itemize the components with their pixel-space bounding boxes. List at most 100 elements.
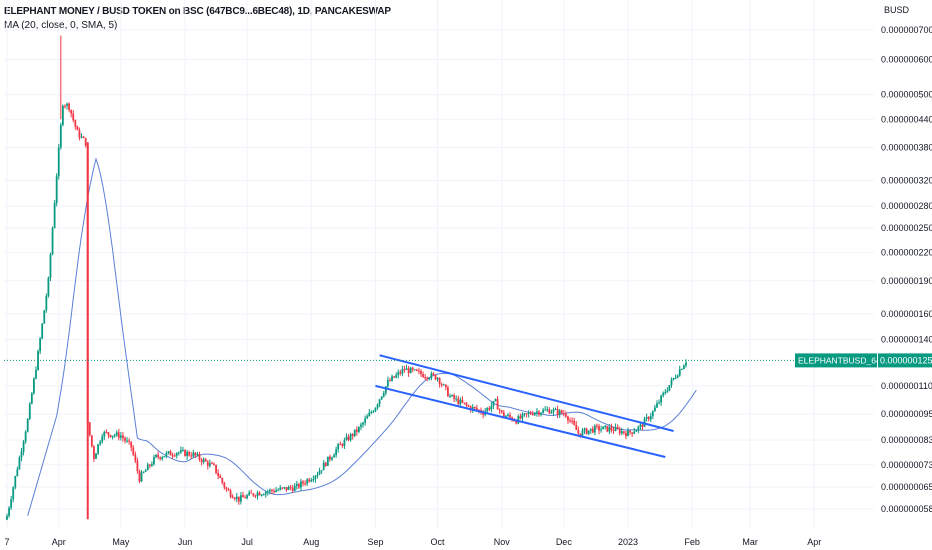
candle-body bbox=[571, 420, 574, 422]
candle-body bbox=[204, 459, 207, 462]
candle-body bbox=[326, 456, 329, 466]
candle-body bbox=[266, 491, 269, 493]
candle-body bbox=[577, 429, 580, 434]
candle-body bbox=[72, 113, 75, 121]
candle-body bbox=[598, 426, 600, 431]
candle-body bbox=[345, 436, 348, 440]
candle-body bbox=[320, 470, 323, 472]
candle-body bbox=[502, 412, 505, 417]
candle-body bbox=[99, 441, 102, 445]
candle-body bbox=[316, 474, 319, 476]
candle-body bbox=[678, 369, 681, 376]
candle-body bbox=[504, 415, 507, 417]
candle-body bbox=[22, 441, 25, 452]
candle-body bbox=[523, 413, 526, 415]
candle-body bbox=[61, 105, 64, 125]
candle-body bbox=[119, 435, 122, 438]
candle-body bbox=[148, 464, 151, 466]
candle-body bbox=[591, 428, 594, 433]
candle-body bbox=[604, 425, 607, 427]
candle-body bbox=[682, 365, 685, 370]
candle-body bbox=[240, 495, 242, 502]
candle-body bbox=[279, 487, 282, 490]
candle-body bbox=[536, 411, 538, 413]
candle-body bbox=[362, 422, 364, 425]
candle-body bbox=[527, 412, 530, 414]
candle-body bbox=[409, 367, 412, 374]
channel-line-upper[interactable] bbox=[379, 354, 674, 432]
candle-body bbox=[264, 492, 267, 495]
candle-body bbox=[97, 444, 99, 454]
candle-body bbox=[113, 435, 116, 437]
moving-average-layer bbox=[27, 157, 697, 516]
candle-body bbox=[215, 464, 217, 473]
candle-body bbox=[175, 453, 178, 456]
candle-body bbox=[59, 124, 62, 148]
candle-body bbox=[658, 402, 660, 404]
candle-body bbox=[221, 477, 224, 483]
candle-body bbox=[509, 414, 511, 418]
candle-body bbox=[364, 418, 367, 423]
candle-body bbox=[115, 432, 118, 436]
candle-body bbox=[680, 369, 683, 371]
candle-body bbox=[285, 487, 288, 491]
candle-body bbox=[614, 427, 617, 431]
candle-body bbox=[136, 461, 139, 471]
candle-body bbox=[558, 410, 561, 415]
x-tick-label: Apr bbox=[807, 537, 821, 547]
candle-body bbox=[540, 412, 542, 415]
candle-body bbox=[413, 369, 416, 371]
candle-body bbox=[132, 447, 135, 455]
candle-body bbox=[422, 374, 424, 378]
y-tick-label: 0.0000000580 bbox=[881, 504, 932, 514]
candle-body bbox=[627, 430, 629, 437]
candle-body bbox=[397, 372, 400, 375]
candle-body bbox=[674, 377, 677, 379]
candle-body bbox=[101, 436, 104, 442]
candle-body bbox=[130, 441, 133, 448]
candle-body bbox=[57, 147, 60, 177]
candle-body bbox=[186, 452, 188, 457]
candle-body bbox=[283, 487, 286, 489]
candle-body bbox=[637, 426, 640, 431]
candle-body bbox=[107, 432, 110, 435]
candle-body bbox=[223, 482, 226, 488]
candle-body bbox=[198, 454, 201, 460]
candle-body bbox=[289, 486, 292, 489]
candle-body bbox=[260, 494, 263, 496]
candles-layer bbox=[6, 35, 687, 521]
candle-body bbox=[436, 378, 439, 380]
candle-body bbox=[10, 499, 13, 508]
candle-body bbox=[575, 424, 578, 430]
indicator-legend[interactable]: MA (20, close, 0, SMA, 5) bbox=[4, 20, 118, 31]
candle-body bbox=[507, 414, 509, 416]
channel-line-lower[interactable] bbox=[375, 384, 666, 458]
candle-body bbox=[554, 409, 557, 411]
candle-body bbox=[670, 379, 673, 386]
candle-body bbox=[393, 376, 395, 378]
candle-body bbox=[389, 380, 391, 382]
candle-body bbox=[664, 392, 667, 394]
candle-body bbox=[84, 137, 87, 146]
candle-body bbox=[262, 494, 265, 496]
candle-body bbox=[268, 489, 271, 492]
candle-body bbox=[569, 420, 571, 422]
candle-body bbox=[66, 103, 68, 106]
candle-body bbox=[161, 457, 164, 459]
candle-body bbox=[649, 416, 652, 420]
candle-body bbox=[662, 392, 665, 396]
x-tick-label: Oct bbox=[431, 537, 446, 547]
candle-body bbox=[538, 411, 540, 415]
candle-body bbox=[192, 452, 195, 457]
candle-body bbox=[560, 410, 563, 414]
candle-body bbox=[179, 450, 182, 453]
candle-body bbox=[428, 378, 431, 380]
candle-body bbox=[391, 376, 393, 381]
candle-body bbox=[37, 351, 39, 370]
candle-body bbox=[273, 490, 275, 493]
